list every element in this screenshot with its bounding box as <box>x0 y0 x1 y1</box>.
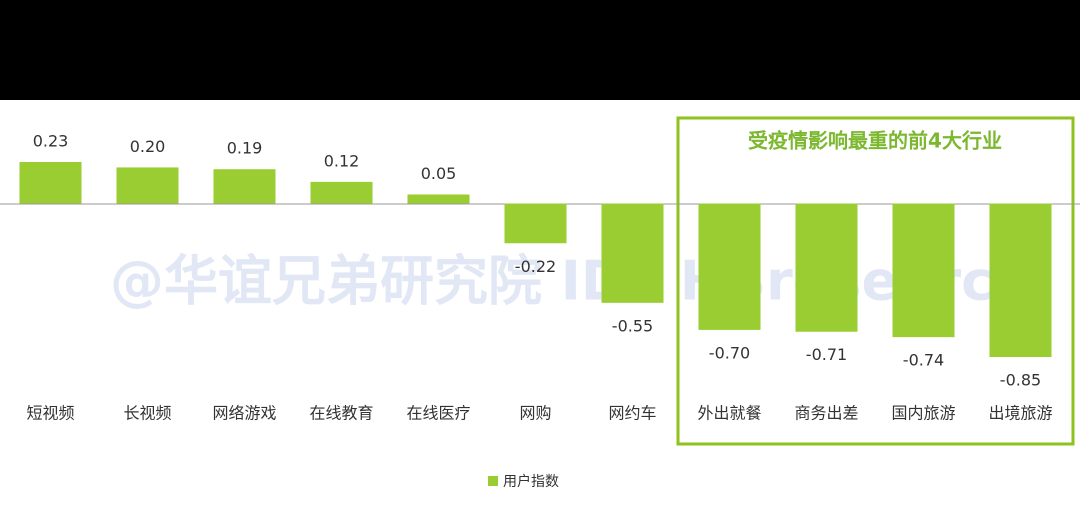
x-tick-label: 网约车 <box>608 404 656 423</box>
bar <box>19 162 82 204</box>
value-label: -0.22 <box>515 257 556 276</box>
bar <box>795 203 858 332</box>
bar <box>989 203 1052 357</box>
value-label: -0.71 <box>806 345 847 364</box>
value-label: -0.55 <box>612 316 653 335</box>
x-tick-label: 在线教育 <box>309 404 373 423</box>
x-tick-label: 出境旅游 <box>988 404 1052 423</box>
x-tick-label: 国内旅游 <box>891 404 955 423</box>
x-tick-label: 短视频 <box>26 404 74 423</box>
legend-label: 用户指数 <box>503 473 559 490</box>
x-tick-label: 外出就餐 <box>697 404 761 423</box>
bar <box>116 167 179 204</box>
value-label: 0.12 <box>324 151 360 170</box>
value-label: -0.74 <box>903 351 944 370</box>
bar <box>310 181 373 204</box>
x-tick-label: 在线医疗 <box>406 404 470 423</box>
x-tick-label: 商务出差 <box>794 404 858 423</box>
bar <box>892 203 955 338</box>
value-label: 0.20 <box>130 137 166 156</box>
bar <box>698 203 761 330</box>
x-tick-label: 长视频 <box>123 404 171 423</box>
value-label: 0.05 <box>421 164 457 183</box>
value-label: -0.70 <box>709 343 750 362</box>
bar <box>601 203 664 303</box>
bar <box>213 169 276 204</box>
bar <box>504 203 567 244</box>
bar <box>407 194 470 204</box>
value-label: 0.23 <box>33 132 69 151</box>
value-label: 0.19 <box>227 139 263 158</box>
highlight-box <box>676 116 1075 446</box>
watermark: @华谊兄弟研究院 ID：HBresearch <box>110 250 1032 313</box>
x-tick-label: 网络游戏 <box>212 404 276 423</box>
x-tick-label: 网购 <box>519 404 551 423</box>
annotation: 受疫情影响最重的前4大行业 <box>748 129 1002 153</box>
legend-swatch <box>488 476 498 486</box>
top-band <box>0 0 1080 100</box>
value-label: -0.85 <box>1000 371 1041 390</box>
